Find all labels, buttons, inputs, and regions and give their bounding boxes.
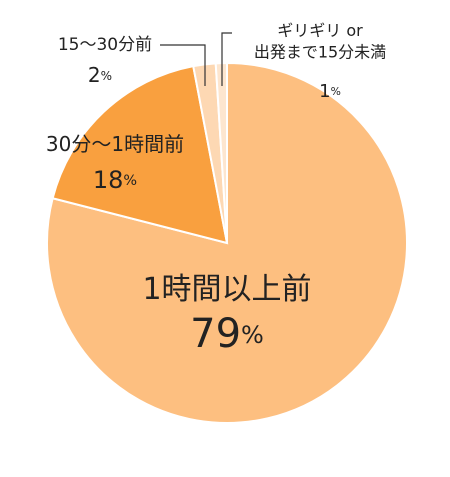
value-label: 2%: [88, 63, 112, 87]
pie-slice: [51, 65, 229, 245]
slice-label: 30分〜1時間前: [46, 132, 184, 156]
value-number: 1: [319, 81, 330, 102]
value-label: 18%: [93, 166, 137, 194]
leader-line: [160, 44, 206, 86]
value-unit: %: [123, 173, 137, 189]
label-line: 30分〜1時間前: [46, 132, 184, 156]
slice-label: 1時間以上前: [142, 272, 311, 307]
label-line: 出発まで15分未満: [254, 42, 386, 61]
label-line: ギリギリ or: [277, 21, 363, 40]
value-number: 79: [190, 311, 241, 357]
value-unit: %: [101, 69, 112, 83]
value-number: 2: [88, 63, 101, 87]
value-unit: %: [331, 85, 341, 98]
slice-label: ギリギリ or 出発まで15分未満: [254, 21, 386, 62]
leader-line: [221, 32, 232, 86]
label-line: 1時間以上前: [142, 272, 311, 307]
pie-slice: [214, 61, 228, 244]
label-line: 15〜30分前: [58, 35, 152, 55]
value-number: 18: [93, 166, 124, 194]
slice-label: 15〜30分前: [58, 35, 152, 55]
value-label: 79%: [190, 311, 264, 357]
value-label: 1%: [319, 81, 341, 102]
pie-slice: [46, 61, 408, 424]
value-unit: %: [241, 321, 264, 349]
